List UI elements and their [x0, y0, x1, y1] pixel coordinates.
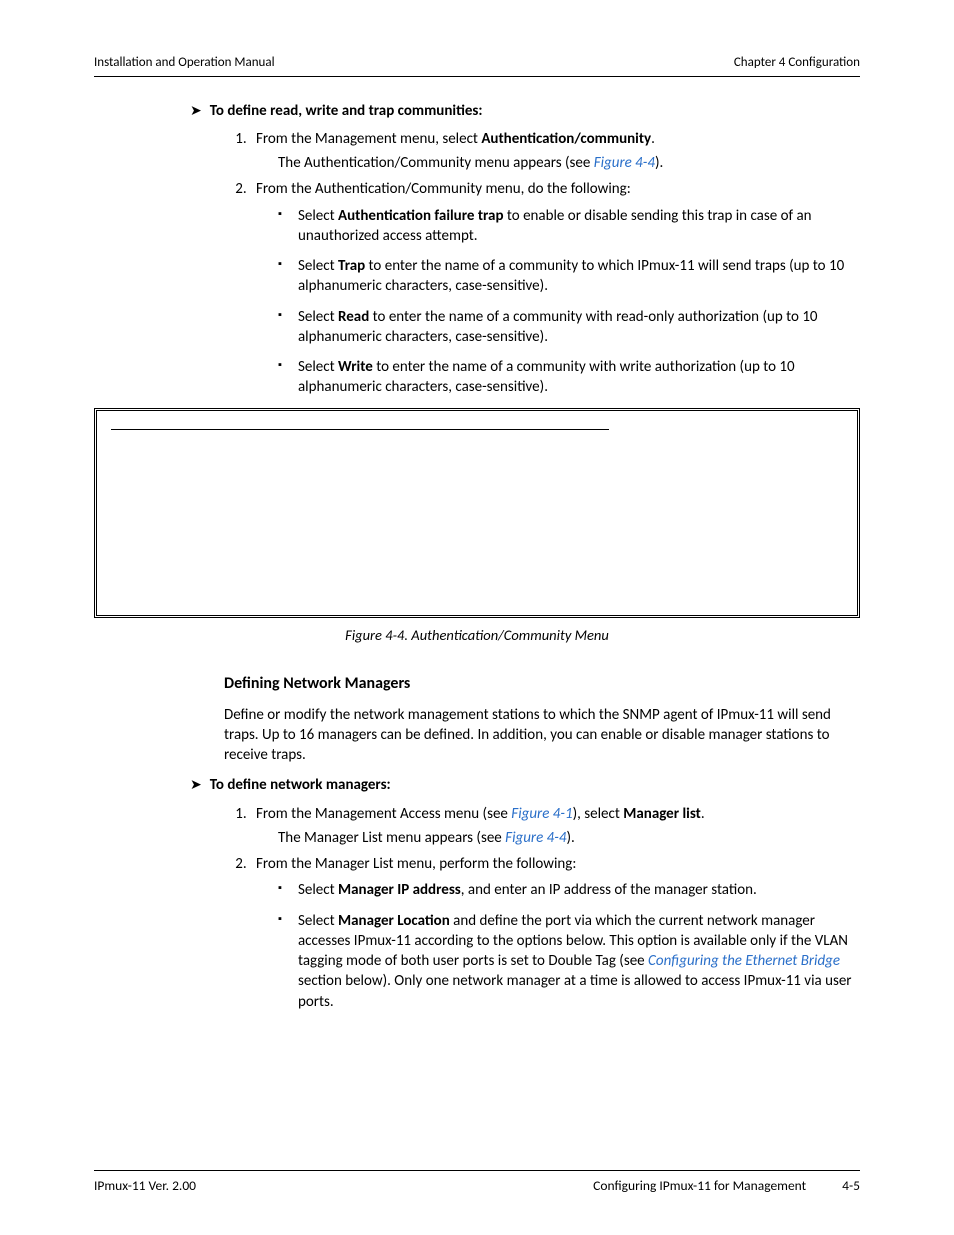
- step-1-result: The Authentication/Community menu appear…: [278, 153, 860, 173]
- bullet-read: Select Read to enter the name of a commu…: [278, 307, 860, 348]
- header-left: Installation and Operation Manual: [94, 54, 275, 72]
- p2-step-1: From the Management Access menu (see Fig…: [250, 804, 860, 849]
- running-head: Installation and Operation Manual Chapte…: [94, 54, 860, 72]
- section-para: Define or modify the network management …: [224, 705, 860, 766]
- p2-step-2-bullets: Select Manager IP address, and enter an …: [278, 880, 860, 1012]
- procedure-1-title: To define read, write and trap communiti…: [210, 101, 483, 121]
- section-heading: Defining Network Managers: [224, 673, 860, 695]
- step-1-result-b: ).: [655, 154, 663, 172]
- procedure-2-heading: ➤ To define network managers:: [190, 775, 860, 795]
- footer-rule: [94, 1170, 860, 1171]
- footer-center: Configuring IPmux-11 for Management: [593, 1177, 806, 1195]
- footer-page: 4-5: [842, 1177, 860, 1195]
- p2-step-1-result: The Manager List menu appears (see Figur…: [278, 828, 860, 848]
- p2-step-2: From the Manager List menu, perform the …: [250, 854, 860, 1012]
- arrow-icon: ➤: [190, 775, 202, 795]
- bullet-manager-ip: Select Manager IP address, and enter an …: [278, 880, 860, 900]
- step-1: From the Management menu, select Authent…: [250, 129, 860, 174]
- step-1-result-a: The Authentication/Community menu appear…: [278, 154, 594, 172]
- figure-4-4-box: [94, 408, 860, 618]
- procedure-1-heading: ➤ To define read, write and trap communi…: [190, 101, 860, 121]
- bullet-trap: Select Trap to enter the name of a commu…: [278, 256, 860, 297]
- figure-inner-rule: [111, 429, 609, 430]
- header-right: Chapter 4 Configuration: [734, 54, 860, 72]
- step-2: From the Authentication/Community menu, …: [250, 179, 860, 397]
- bullet-write: Select Write to enter the name of a comm…: [278, 357, 860, 398]
- figure-link[interactable]: Figure 4-4: [594, 154, 655, 172]
- procedure-1-steps: From the Management menu, select Authent…: [250, 129, 860, 398]
- page-footer: IPmux-11 Ver. 2.00 Configuring IPmux-11 …: [94, 1170, 860, 1195]
- section-link[interactable]: Configuring the Ethernet Bridge: [648, 952, 840, 970]
- step-1-text-a: From the Management menu, select: [256, 130, 481, 148]
- bullet-manager-location: Select Manager Location and define the p…: [278, 911, 860, 1012]
- header-rule: [94, 76, 860, 77]
- bullet-auth-trap: Select Authentication failure trap to en…: [278, 206, 860, 247]
- arrow-icon: ➤: [190, 101, 202, 121]
- step-2-bullets: Select Authentication failure trap to en…: [278, 206, 860, 398]
- procedure-2-title: To define network managers:: [210, 775, 391, 795]
- procedure-2-steps: From the Management Access menu (see Fig…: [250, 804, 860, 1012]
- figure-link[interactable]: Figure 4-4: [505, 829, 566, 847]
- footer-left: IPmux-11 Ver. 2.00: [94, 1177, 196, 1195]
- step-1-bold: Authentication/community: [481, 130, 651, 148]
- step-1-text-c: .: [651, 130, 655, 148]
- step-2-text: From the Authentication/Community menu, …: [256, 180, 631, 198]
- figure-link[interactable]: Figure 4-1: [511, 805, 572, 823]
- figure-caption: Figure 4-4. Authentication/Community Men…: [94, 626, 860, 646]
